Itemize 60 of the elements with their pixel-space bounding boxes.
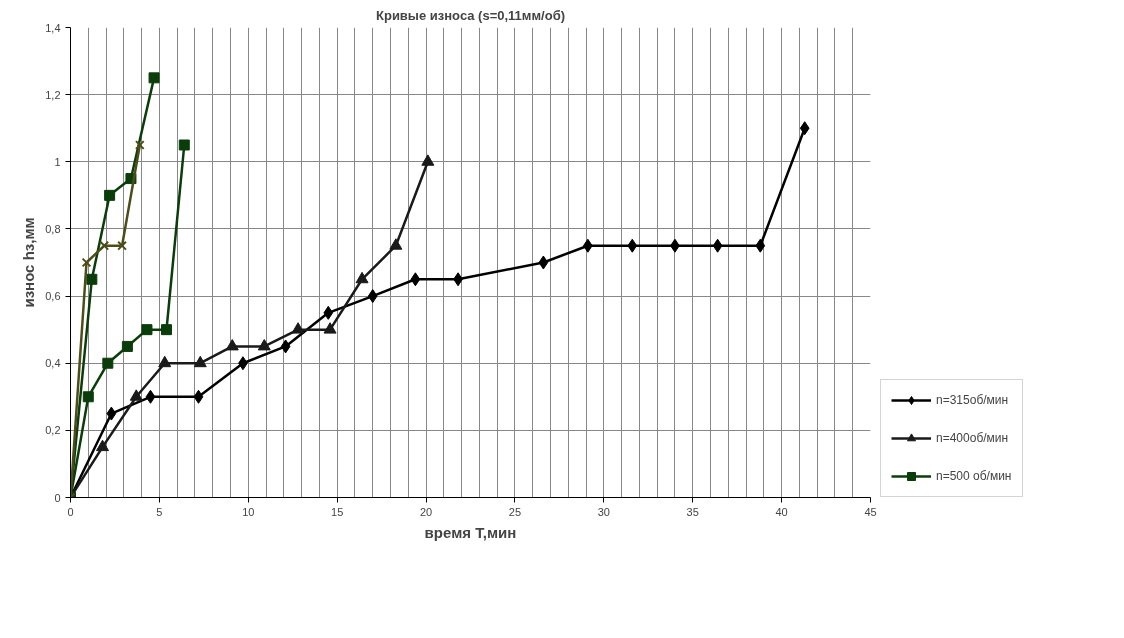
point: [712, 238, 723, 253]
legend-label: n=315об/мин: [936, 393, 1009, 407]
point: [86, 273, 98, 285]
x-axis-title: время Т,мин: [424, 523, 517, 541]
x-tick-label: 45: [864, 505, 877, 518]
point: [421, 154, 435, 166]
point: [323, 305, 334, 320]
y-tick-label: 1: [54, 155, 61, 168]
chart-title: Кривые износа (s=0,11мм/об): [376, 7, 566, 23]
point: [161, 324, 172, 336]
legend-label: n=400об/мин: [936, 431, 1009, 445]
x-tick-label: 25: [508, 505, 522, 518]
point: [755, 238, 766, 253]
point: [367, 289, 378, 304]
point: [82, 391, 94, 403]
y-tick-label: 0,6: [45, 290, 61, 303]
x-tick-label: 35: [686, 505, 699, 518]
x-tick-label: 0: [67, 505, 74, 518]
point: [121, 340, 133, 352]
y-tick-label: 1,2: [45, 88, 61, 101]
point: [355, 271, 369, 284]
point: [193, 355, 207, 368]
point: [117, 240, 127, 251]
point: [104, 189, 116, 201]
x-tick-label: 15: [331, 505, 344, 518]
y-tick-label: 0,2: [45, 424, 61, 437]
point: [323, 322, 337, 334]
y-tick-label: 1,4: [45, 21, 61, 34]
point: [225, 339, 239, 351]
x-tick-label: 30: [597, 505, 610, 518]
point: [799, 121, 810, 136]
point: [193, 389, 204, 404]
point: [538, 255, 549, 270]
x-tick-label: 10: [242, 505, 255, 518]
point: [81, 257, 92, 268]
x-tick-label: 5: [156, 505, 163, 518]
y-tick-label: 0,8: [45, 222, 61, 235]
point: [280, 339, 291, 354]
point: [129, 389, 143, 401]
point: [257, 339, 271, 351]
point: [145, 389, 156, 404]
point: [389, 238, 403, 250]
point: [96, 439, 109, 452]
y-tick-label: 0: [54, 491, 61, 504]
point: [148, 72, 160, 84]
point: [106, 406, 117, 421]
x-tick-label: 20: [419, 505, 433, 518]
y-axis-title: износ hз,мм: [20, 217, 38, 308]
point: [158, 355, 172, 368]
point: [141, 324, 153, 336]
point: [134, 140, 145, 150]
legend-label: n=500 об/мин: [936, 469, 1012, 483]
point: [291, 322, 305, 334]
point: [102, 357, 114, 369]
y-tick-label: 0,4: [45, 357, 61, 370]
point: [410, 272, 421, 287]
point: [178, 139, 190, 151]
x-tick-label: 40: [775, 505, 788, 518]
point: [99, 240, 110, 251]
point: [627, 238, 638, 253]
